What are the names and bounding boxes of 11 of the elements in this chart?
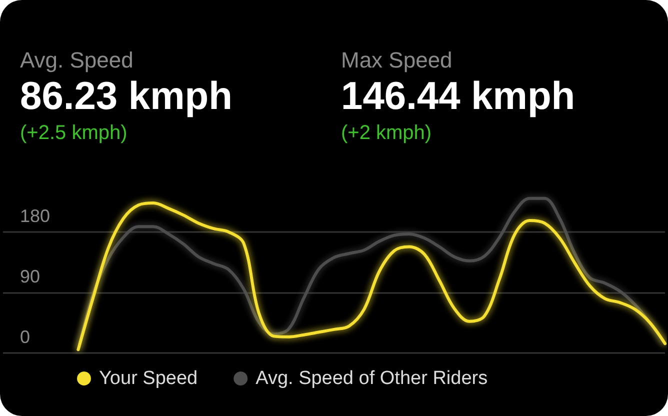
legend-label: Your Speed — [99, 368, 198, 389]
annotation: 86.23 kmph — [20, 75, 232, 118]
annotation: Avg. Speed — [20, 48, 134, 72]
annotation: Max Speed — [341, 48, 452, 72]
y-tick-label: 90 — [20, 266, 40, 286]
annotation: (+2.5 kmph) — [20, 122, 128, 144]
y-tick-label: 0 — [20, 327, 30, 347]
y-tick-label: 180 — [20, 206, 50, 226]
legend-label: Avg. Speed of Other Riders — [256, 368, 488, 389]
annotation: (+2 kmph) — [341, 122, 432, 144]
annotation: 146.44 kmph — [341, 75, 576, 118]
